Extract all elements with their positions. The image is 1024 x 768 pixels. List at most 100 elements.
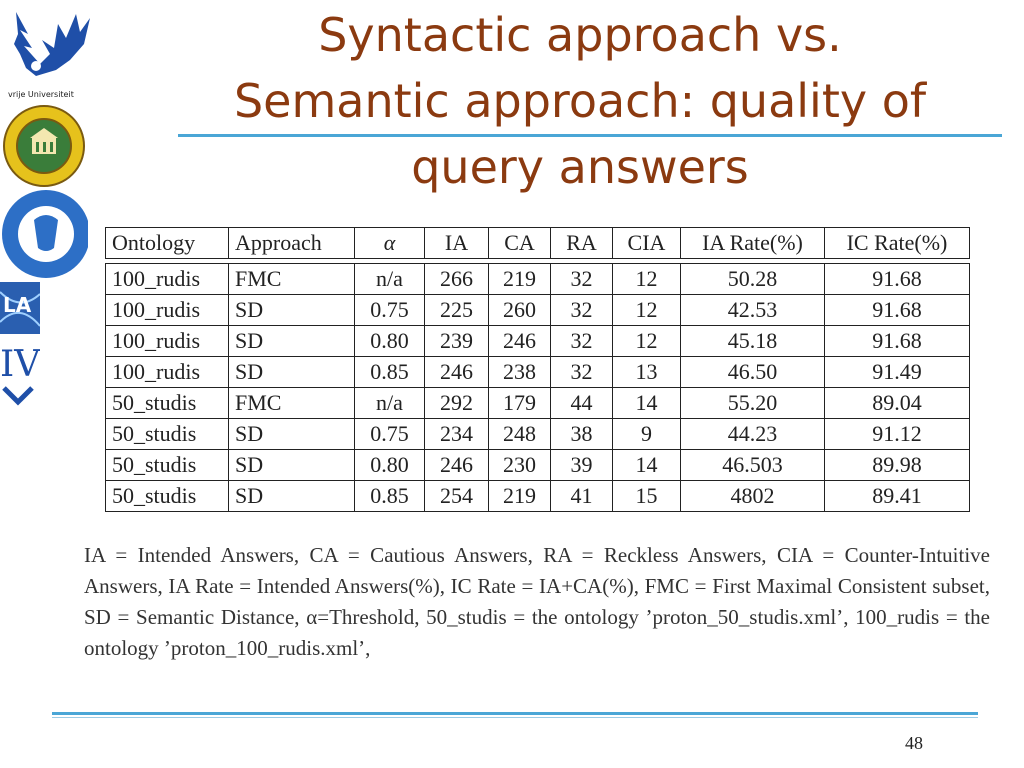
title-line-3: query answers <box>411 140 749 194</box>
blue-university-seal <box>2 190 100 278</box>
cell-ia: 246 <box>425 357 489 388</box>
cell-cia: 12 <box>613 295 681 326</box>
cell-ca: 260 <box>489 295 551 326</box>
cell-ra: 32 <box>551 295 613 326</box>
cell-ic-rate: 91.68 <box>825 263 970 295</box>
table-body: 100_rudis FMC n/a 266 219 32 12 50.28 91.68 100_r… <box>105 263 970 512</box>
cell-approach: SD <box>229 357 355 388</box>
header-alpha: α <box>355 227 425 259</box>
cell-ic-rate: 89.41 <box>825 481 970 512</box>
cell-approach: SD <box>229 419 355 450</box>
cell-ra: 38 <box>551 419 613 450</box>
table-row: 100_rudis SD 0.85 246 238 32 13 46.50 91.49 <box>105 357 970 388</box>
vu-griffin-logo <box>14 12 90 76</box>
slide-title: Syntactic approach vs. Semantic approach… <box>150 2 1010 200</box>
cell-ia-rate: 45.18 <box>681 326 825 357</box>
header-ia: IA <box>425 227 489 259</box>
cell-ia: 234 <box>425 419 489 450</box>
cell-ca: 219 <box>489 263 551 295</box>
cell-alpha: n/a <box>355 388 425 419</box>
cell-ca: 179 <box>489 388 551 419</box>
header-ic-rate: IC Rate(%) <box>825 227 970 259</box>
cell-ca: 230 <box>489 450 551 481</box>
cell-ia: 254 <box>425 481 489 512</box>
cell-ra: 32 <box>551 263 613 295</box>
cell-alpha: 0.75 <box>355 295 425 326</box>
cell-approach: SD <box>229 326 355 357</box>
footer-divider-thin <box>52 717 978 718</box>
cell-cia: 12 <box>613 326 681 357</box>
cell-cia: 14 <box>613 450 681 481</box>
header-ontology: Ontology <box>105 227 229 259</box>
cell-ic-rate: 91.12 <box>825 419 970 450</box>
abbreviations-footnote: IA = Intended Answers, CA = Cautious Ans… <box>84 543 990 660</box>
svg-text:LA: LA <box>3 293 32 317</box>
table-row: 100_rudis SD 0.75 225 260 32 12 42.53 91.68 <box>105 295 970 326</box>
cell-ontology: 50_studis <box>105 388 229 419</box>
cell-approach: SD <box>229 481 355 512</box>
cell-ontology: 100_rudis <box>105 295 229 326</box>
table-row: 50_studis SD 0.75 234 248 38 9 44.23 91.12 <box>105 419 970 450</box>
cell-cia: 9 <box>613 419 681 450</box>
cell-ia-rate: 44.23 <box>681 419 825 450</box>
cell-ra: 32 <box>551 326 613 357</box>
cell-ic-rate: 89.98 <box>825 450 970 481</box>
cell-ia: 292 <box>425 388 489 419</box>
cell-alpha: 0.85 <box>355 357 425 388</box>
cell-ia-rate: 46.50 <box>681 357 825 388</box>
title-line-2: Semantic approach: quality of <box>233 74 927 128</box>
table-row: 100_rudis SD 0.80 239 246 32 12 45.18 91.68 <box>105 326 970 357</box>
cell-ia-rate: 42.53 <box>681 295 825 326</box>
cell-ia: 266 <box>425 263 489 295</box>
cell-ic-rate: 89.04 <box>825 388 970 419</box>
cell-ic-rate: 91.68 <box>825 295 970 326</box>
cell-ontology: 100_rudis <box>105 357 229 388</box>
header-ia-rate: IA Rate(%) <box>681 227 825 259</box>
table-row: 50_studis SD 0.80 246 230 39 14 46.503 89.98 <box>105 450 970 481</box>
results-table-container: Ontology Approach α IA CA RA CIA IA Rate… <box>105 227 970 512</box>
cell-approach: FMC <box>229 263 355 295</box>
footer-divider <box>52 712 978 715</box>
cell-ontology: 50_studis <box>105 481 229 512</box>
cell-ia-rate: 55.20 <box>681 388 825 419</box>
cell-ontology: 50_studis <box>105 419 229 450</box>
cell-ca: 219 <box>489 481 551 512</box>
header-approach: Approach <box>229 227 355 259</box>
page-number: 48 <box>905 733 923 753</box>
southeast-university-seal <box>3 105 85 187</box>
cell-cia: 12 <box>613 263 681 295</box>
table-row: 50_studis FMC n/a 292 179 44 14 55.20 89.04 <box>105 388 970 419</box>
title-line-1: Syntactic approach vs. <box>318 8 842 62</box>
cell-alpha: 0.80 <box>355 326 425 357</box>
cell-cia: 14 <box>613 388 681 419</box>
title-divider <box>178 134 1002 137</box>
table-row: 100_rudis FMC n/a 266 219 32 12 50.28 91.68 <box>105 263 970 295</box>
cell-ca: 246 <box>489 326 551 357</box>
cell-ia-rate: 50.28 <box>681 263 825 295</box>
svg-text:IV: IV <box>0 344 40 385</box>
iv-logo: IV <box>0 344 40 406</box>
cell-ia: 246 <box>425 450 489 481</box>
cell-alpha: n/a <box>355 263 425 295</box>
cell-ra: 41 <box>551 481 613 512</box>
table-header-row: Ontology Approach α IA CA RA CIA IA Rate… <box>105 227 970 259</box>
cell-alpha: 0.75 <box>355 419 425 450</box>
cell-alpha: 0.80 <box>355 450 425 481</box>
cell-ic-rate: 91.49 <box>825 357 970 388</box>
cell-approach: SD <box>229 450 355 481</box>
cell-ia-rate: 46.503 <box>681 450 825 481</box>
cell-ia: 239 <box>425 326 489 357</box>
cell-cia: 13 <box>613 357 681 388</box>
cell-approach: SD <box>229 295 355 326</box>
cell-ia-rate: 4802 <box>681 481 825 512</box>
header-cia: CIA <box>613 227 681 259</box>
cell-ra: 32 <box>551 357 613 388</box>
cell-approach: FMC <box>229 388 355 419</box>
cell-ontology: 100_rudis <box>105 326 229 357</box>
cell-cia: 15 <box>613 481 681 512</box>
cell-ontology: 50_studis <box>105 450 229 481</box>
cell-ic-rate: 91.68 <box>825 326 970 357</box>
cell-ra: 44 <box>551 388 613 419</box>
results-table: Ontology Approach α IA CA RA CIA IA Rate… <box>105 227 970 512</box>
cell-ia: 225 <box>425 295 489 326</box>
